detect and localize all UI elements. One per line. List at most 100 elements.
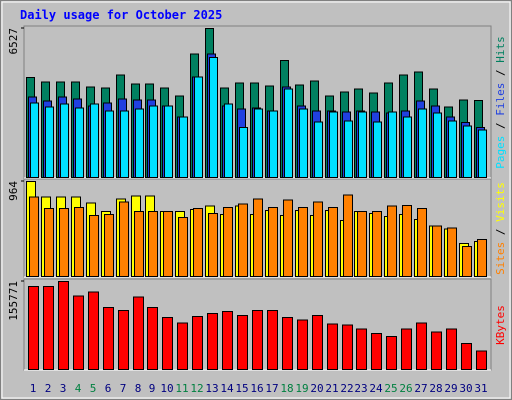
- bar: [344, 120, 353, 178]
- bar: [133, 296, 144, 370]
- bar: [358, 111, 367, 178]
- bar: [237, 315, 248, 370]
- bar: [373, 121, 382, 179]
- bar: [164, 105, 173, 178]
- legend-entry: KBytes: [494, 305, 507, 345]
- bar: [118, 309, 129, 370]
- bar: [388, 111, 397, 178]
- bar: [192, 316, 203, 370]
- bar: [29, 196, 39, 277]
- x-tick-label: 22: [340, 382, 353, 395]
- bar: [299, 108, 308, 178]
- x-tick-label: 7: [120, 382, 127, 395]
- bar: [268, 206, 278, 277]
- x-tick-label: 31: [474, 382, 487, 395]
- x-tick-label: 26: [399, 382, 412, 395]
- x-tick-label: 4: [75, 382, 82, 395]
- y-max-label: 155771: [7, 281, 20, 321]
- x-tick-label: 3: [60, 382, 67, 395]
- bar: [312, 315, 323, 370]
- bar: [179, 116, 188, 179]
- x-tick-label: 17: [265, 382, 278, 395]
- bar: [327, 323, 338, 370]
- bar: [478, 129, 487, 178]
- bar: [149, 105, 158, 178]
- legend-entry: Visits: [494, 182, 507, 222]
- x-tick-label: 19: [295, 382, 308, 395]
- x-tick-label: 9: [149, 382, 156, 395]
- y-max-label: 6527: [7, 28, 20, 55]
- bar: [104, 214, 114, 278]
- bar: [252, 309, 263, 370]
- bar: [75, 107, 84, 178]
- x-tick-label: 15: [235, 382, 248, 395]
- x-tick-label: 13: [205, 382, 218, 395]
- legend-separator: /: [494, 222, 507, 242]
- bar: [329, 111, 338, 178]
- bar: [314, 121, 323, 179]
- x-tick-label: 21: [325, 382, 338, 395]
- legend: Sites / Visits: [494, 182, 507, 275]
- bar: [447, 227, 457, 277]
- legend-entry: Files: [494, 83, 507, 116]
- x-tick-label: 23: [354, 382, 367, 395]
- x-tick-label: 5: [90, 382, 97, 395]
- bar: [269, 110, 278, 178]
- x-tick-label: 20: [310, 382, 323, 395]
- legend: Pages / Files / Hits: [494, 36, 507, 169]
- bar: [222, 311, 233, 370]
- x-tick-label: 11: [175, 382, 188, 395]
- bar: [89, 215, 99, 277]
- bar: [462, 246, 472, 277]
- bar: [418, 108, 427, 178]
- bar: [254, 108, 263, 178]
- x-tick-label: 14: [220, 382, 234, 395]
- bar: [45, 106, 54, 178]
- bar: [193, 207, 203, 277]
- x-tick-label: 27: [414, 382, 427, 395]
- bar: [60, 103, 69, 178]
- bar: [283, 199, 293, 278]
- x-tick-label: 29: [444, 382, 457, 395]
- bar: [103, 306, 114, 371]
- bar: [386, 335, 397, 370]
- x-tick-label: 18: [280, 382, 293, 395]
- legend-separator: /: [494, 116, 507, 136]
- bar: [476, 350, 487, 370]
- legend-entry: Sites: [494, 242, 507, 275]
- chart-title: Daily usage for October 2025: [20, 8, 222, 22]
- x-tick-label: 2: [45, 382, 52, 395]
- bar: [343, 194, 353, 278]
- bar: [402, 204, 412, 277]
- bar: [148, 210, 158, 278]
- bar: [30, 102, 39, 178]
- bar: [433, 112, 442, 178]
- x-tick-label: 6: [105, 382, 112, 395]
- x-tick-label: 1: [30, 382, 37, 395]
- bar: [120, 110, 129, 178]
- legend-entry: Pages: [494, 136, 507, 169]
- bar: [73, 295, 84, 370]
- bar: [178, 217, 188, 277]
- x-tick-label: 30: [459, 382, 472, 395]
- bar: [357, 210, 367, 278]
- bar: [223, 206, 233, 277]
- bar: [461, 343, 472, 370]
- bar: [387, 205, 397, 277]
- bar: [28, 286, 39, 370]
- x-tick-label: 16: [250, 382, 263, 395]
- bar: [88, 291, 99, 370]
- bar: [105, 110, 114, 178]
- bar: [147, 306, 158, 371]
- bar: [177, 322, 188, 370]
- bar: [59, 207, 69, 277]
- bar: [58, 281, 69, 370]
- bar: [224, 103, 233, 178]
- bar: [238, 203, 248, 277]
- bar: [253, 198, 263, 277]
- x-tick-label: 25: [384, 382, 397, 395]
- bar: [298, 206, 308, 277]
- bar: [208, 213, 218, 278]
